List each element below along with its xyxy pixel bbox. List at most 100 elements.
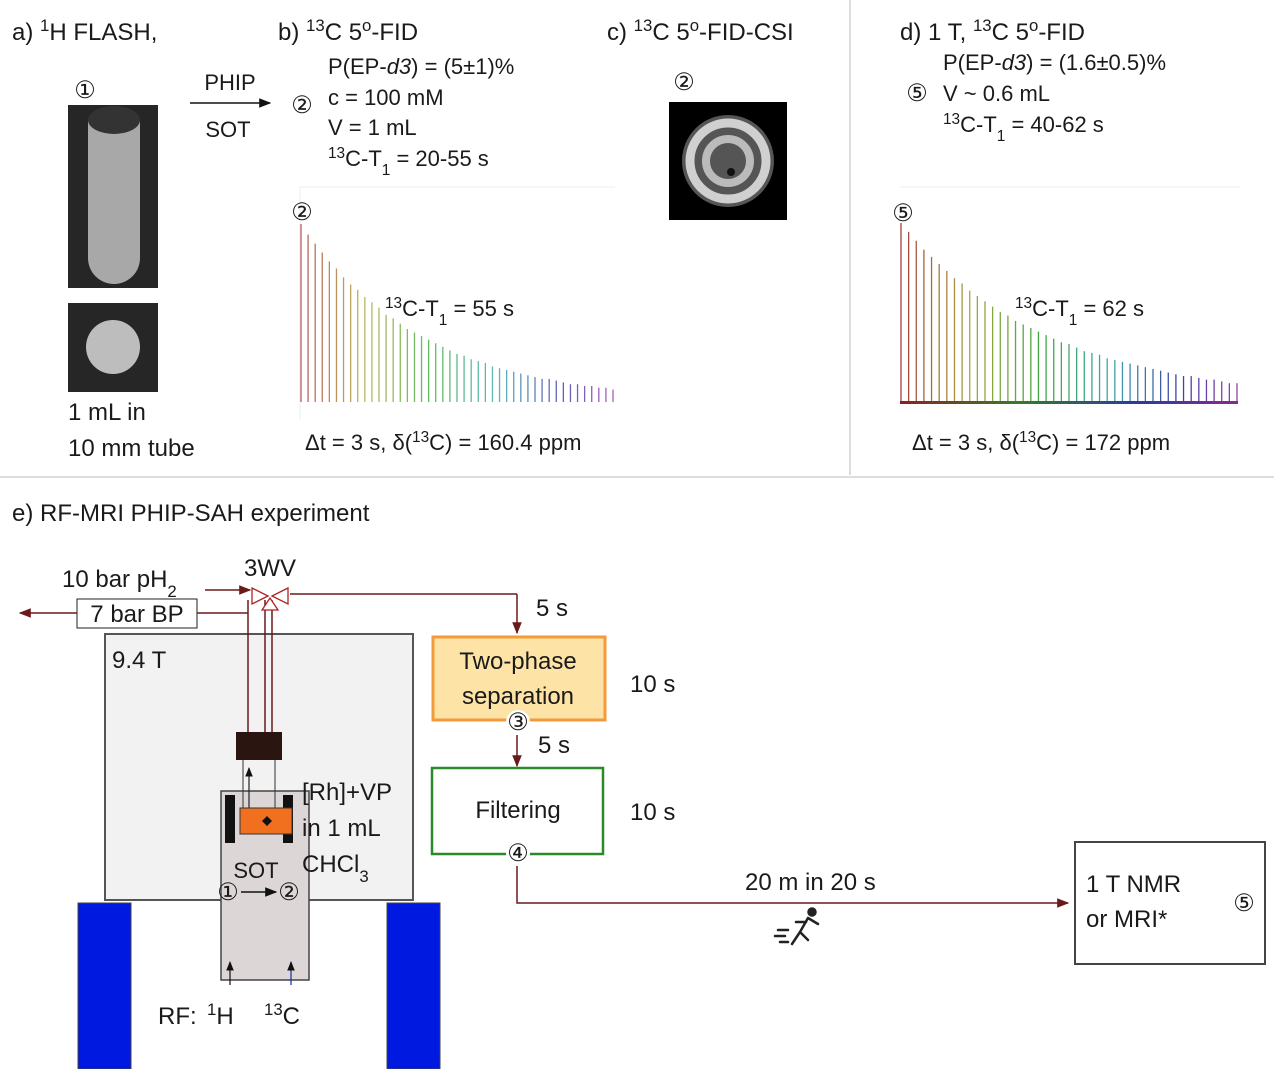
sample-label: in 1 mL bbox=[302, 815, 381, 842]
text-segment: d3 bbox=[387, 54, 412, 79]
bp-label: 7 bar BP bbox=[90, 601, 183, 628]
text-segment: c) bbox=[607, 19, 634, 46]
rf-label: RF: bbox=[158, 1003, 197, 1030]
step-marker: ① bbox=[217, 879, 239, 906]
parameter: V ~ 0.6 mL bbox=[943, 81, 1050, 106]
text-segment: Δt = 3 s, δ( bbox=[912, 430, 1020, 455]
arrow-label: SOT bbox=[205, 117, 250, 142]
caption: Δt = 3 s, δ(13C) = 160.4 ppm bbox=[305, 429, 581, 456]
sot-label: SOT bbox=[233, 858, 278, 883]
text-segment: Δt = 3 s, δ( bbox=[305, 430, 413, 455]
text-segment: 13 bbox=[634, 16, 653, 35]
step-marker: ⑤ bbox=[892, 200, 914, 227]
text-segment: C-T bbox=[1032, 296, 1069, 321]
fid-label: 13C-T1 = 55 s bbox=[385, 295, 514, 329]
runner-icon bbox=[775, 909, 818, 945]
text-segment: 1 bbox=[1069, 312, 1078, 329]
baseline bbox=[900, 401, 1238, 404]
rf-label: 13C bbox=[264, 1000, 300, 1031]
caption: Δt = 3 s, δ(13C) = 172 ppm bbox=[912, 429, 1170, 456]
panel-title: b) 13C 5o-FID bbox=[278, 16, 418, 47]
parameter: V = 1 mL bbox=[328, 115, 417, 140]
text-segment: 13 bbox=[412, 429, 429, 446]
figure: a) 1H FLASH,①1 mL in10 mm tubePHIPSOTb) … bbox=[0, 0, 1274, 1069]
text-segment: C 5 bbox=[652, 19, 689, 46]
text-segment: 13 bbox=[306, 16, 325, 35]
box-label: Filtering bbox=[475, 797, 560, 824]
text-segment: d) 1 T, bbox=[900, 19, 973, 46]
text-segment: -FID bbox=[371, 19, 418, 46]
text-segment: 1 bbox=[439, 312, 448, 329]
text-segment: 3 bbox=[359, 867, 368, 886]
text-segment: 10 bar pH bbox=[62, 566, 167, 593]
box-label: separation bbox=[462, 683, 574, 710]
text-segment: 1 bbox=[997, 128, 1006, 145]
text-segment: 13 bbox=[943, 111, 960, 128]
panel-title: c) 13C 5o-FID-CSI bbox=[607, 16, 794, 47]
text-segment: -FID-CSI bbox=[699, 19, 794, 46]
text-segment: [Rh]+VP bbox=[302, 779, 392, 806]
panel-title: e) RF-MRI PHIP-SAH experiment bbox=[12, 500, 370, 527]
text-segment: ) = (5±1)% bbox=[411, 54, 514, 79]
sample-label: [Rh]+VP bbox=[302, 779, 392, 806]
text-segment: o bbox=[690, 16, 699, 35]
step-marker: ④ bbox=[507, 840, 529, 867]
caption: 10 mm tube bbox=[68, 435, 195, 462]
transport-label: 20 m in 20 s bbox=[745, 869, 876, 896]
text-segment: 1 bbox=[382, 162, 391, 179]
text-segment: ) = (1.6±0.5)% bbox=[1026, 50, 1166, 75]
parameter: 13C-T1 = 40-62 s bbox=[943, 111, 1104, 145]
step-marker: ⑤ bbox=[1233, 890, 1255, 917]
panel-title: d) 1 T, 13C 5o-FID bbox=[900, 16, 1085, 47]
text-segment: 13 bbox=[328, 145, 345, 162]
text-segment: C) = 160.4 ppm bbox=[429, 430, 581, 455]
page: a) 1H FLASH,①1 mL in10 mm tubePHIPSOTb) … bbox=[0, 0, 1274, 1069]
text-segment: H FLASH, bbox=[49, 19, 157, 46]
text-segment: 13 bbox=[385, 295, 402, 312]
meniscus bbox=[88, 106, 140, 134]
text-segment: H bbox=[216, 1003, 233, 1030]
step-marker: ② bbox=[673, 69, 695, 96]
arrow-label: PHIP bbox=[204, 70, 255, 95]
box-label: 1 T NMR bbox=[1086, 871, 1181, 898]
time-label: 10 s bbox=[630, 799, 675, 826]
csi-dot bbox=[727, 168, 735, 176]
text-segment: V ~ 0.6 mL bbox=[943, 81, 1050, 106]
text-segment: = 55 s bbox=[447, 296, 514, 321]
step-marker: ⑤ bbox=[906, 80, 928, 107]
text-segment: C-T bbox=[345, 146, 382, 171]
time-label: 5 s bbox=[538, 732, 570, 759]
text-segment: c = 100 mM bbox=[328, 85, 444, 110]
box-label: or MRI* bbox=[1086, 906, 1167, 933]
text-segment: 1 bbox=[207, 1000, 216, 1019]
magnet-support bbox=[78, 903, 131, 1069]
step-marker: ② bbox=[291, 199, 313, 226]
text-segment: d3 bbox=[1002, 50, 1027, 75]
step-marker: ② bbox=[278, 879, 300, 906]
text-segment: C-T bbox=[960, 112, 997, 137]
panel-title: a) 1H FLASH, bbox=[12, 16, 157, 47]
text-segment: C) = 172 ppm bbox=[1036, 430, 1170, 455]
text-segment: -FID bbox=[1038, 19, 1085, 46]
text-segment: b) bbox=[278, 19, 306, 46]
text-segment: C 5 bbox=[325, 19, 362, 46]
text-segment: = 40-62 s bbox=[1005, 112, 1103, 137]
text-segment: o bbox=[362, 16, 371, 35]
time-label: 10 s bbox=[630, 671, 675, 698]
valve bbox=[252, 588, 288, 610]
tube-image bbox=[88, 120, 140, 284]
parameter: P(EP-d3) = (1.6±0.5)% bbox=[943, 50, 1166, 75]
text-segment: 13 bbox=[1015, 295, 1032, 312]
text-segment: 1 bbox=[40, 16, 49, 35]
text-segment: V = 1 mL bbox=[328, 115, 417, 140]
step-marker: ③ bbox=[507, 709, 529, 736]
time-label: 5 s bbox=[536, 595, 568, 622]
tube-cross-section bbox=[86, 320, 140, 374]
text-segment: P(EP- bbox=[328, 54, 387, 79]
rf-label: 1H bbox=[207, 1000, 234, 1031]
text-segment: P(EP- bbox=[943, 50, 1002, 75]
text-segment: C 5 bbox=[992, 19, 1029, 46]
text-segment: C-T bbox=[402, 296, 439, 321]
cap bbox=[236, 732, 282, 760]
inlet-label: 10 bar pH2 bbox=[62, 566, 177, 601]
